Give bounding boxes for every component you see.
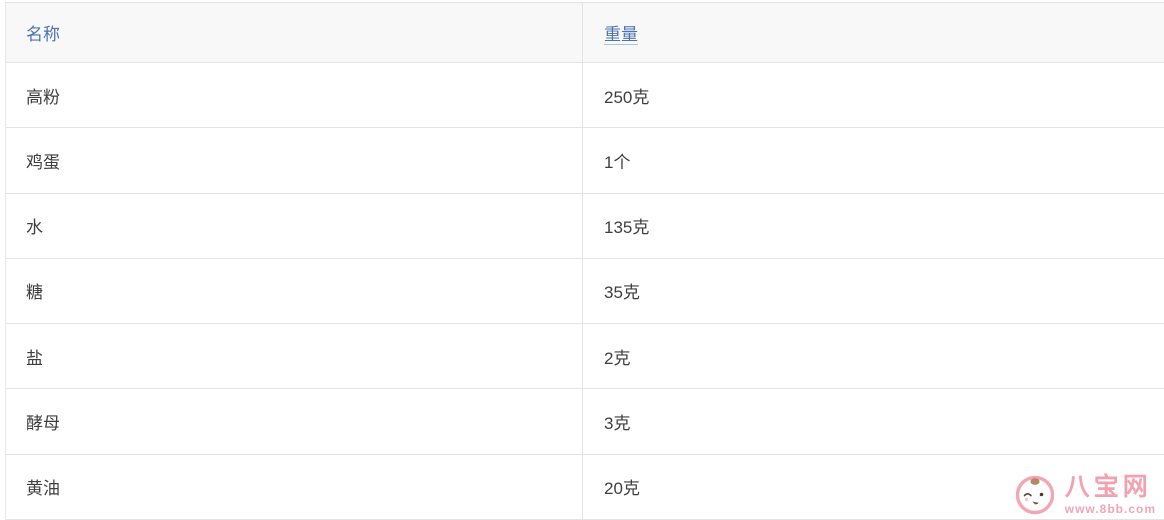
column-header-name-label: 名称 bbox=[26, 25, 60, 44]
ingredient-name-cell: 酵母 bbox=[6, 389, 583, 454]
table-header-row: 名称 重量 bbox=[6, 3, 1164, 63]
column-header-weight-link[interactable]: 重量 bbox=[604, 25, 638, 44]
table-row: 黄油 20克 bbox=[6, 454, 1164, 519]
ingredients-table: 名称 重量 高粉 250克 鸡蛋 1个 水 135克 糖 35克 盐 2克 酵 bbox=[5, 2, 1164, 520]
ingredient-name: 黄油 bbox=[26, 479, 60, 499]
table-row: 酵母 3克 bbox=[6, 389, 1164, 455]
ingredient-name-cell: 糖 bbox=[6, 258, 583, 324]
ingredient-weight: 1个 bbox=[604, 152, 631, 172]
ingredient-weight: 20克 bbox=[604, 479, 640, 499]
column-header-weight[interactable]: 重量 bbox=[583, 3, 1164, 62]
table-row: 鸡蛋 1个 bbox=[6, 128, 1164, 194]
ingredient-weight: 2克 bbox=[604, 348, 631, 368]
ingredient-name: 水 bbox=[26, 218, 43, 238]
ingredient-name: 鸡蛋 bbox=[26, 152, 60, 172]
ingredient-weight: 250克 bbox=[604, 87, 650, 107]
ingredient-weight-cell: 250克 bbox=[583, 63, 1164, 127]
ingredient-weight-cell: 135克 bbox=[583, 194, 1164, 258]
table-row: 糖 35克 bbox=[6, 258, 1164, 325]
ingredient-weight-cell: 1个 bbox=[583, 128, 1164, 192]
ingredient-weight-cell: 20克 bbox=[583, 455, 1164, 519]
ingredient-name-cell: 盐 bbox=[6, 324, 583, 389]
ingredient-weight-cell: 3克 bbox=[583, 389, 1164, 453]
ingredient-weight-cell: 2克 bbox=[583, 324, 1164, 388]
table-row: 水 135克 bbox=[6, 193, 1164, 259]
table-row: 高粉 250克 bbox=[6, 63, 1164, 129]
table-row: 盐 2克 bbox=[6, 324, 1164, 390]
ingredient-weight-cell: 35克 bbox=[583, 259, 1164, 323]
ingredient-name: 糖 bbox=[26, 283, 43, 303]
ingredient-name-cell: 鸡蛋 bbox=[6, 128, 583, 193]
ingredient-weight: 135克 bbox=[604, 218, 650, 238]
ingredient-name-cell: 黄油 bbox=[6, 454, 583, 519]
ingredient-name-cell: 高粉 bbox=[6, 63, 583, 128]
ingredient-weight: 35克 bbox=[604, 283, 640, 303]
ingredient-name-cell: 水 bbox=[6, 193, 583, 258]
ingredient-name: 高粉 bbox=[26, 87, 60, 107]
column-header-name: 名称 bbox=[6, 3, 583, 62]
ingredient-name: 酵母 bbox=[26, 414, 60, 434]
ingredient-name: 盐 bbox=[26, 348, 43, 368]
ingredient-weight: 3克 bbox=[604, 414, 631, 434]
